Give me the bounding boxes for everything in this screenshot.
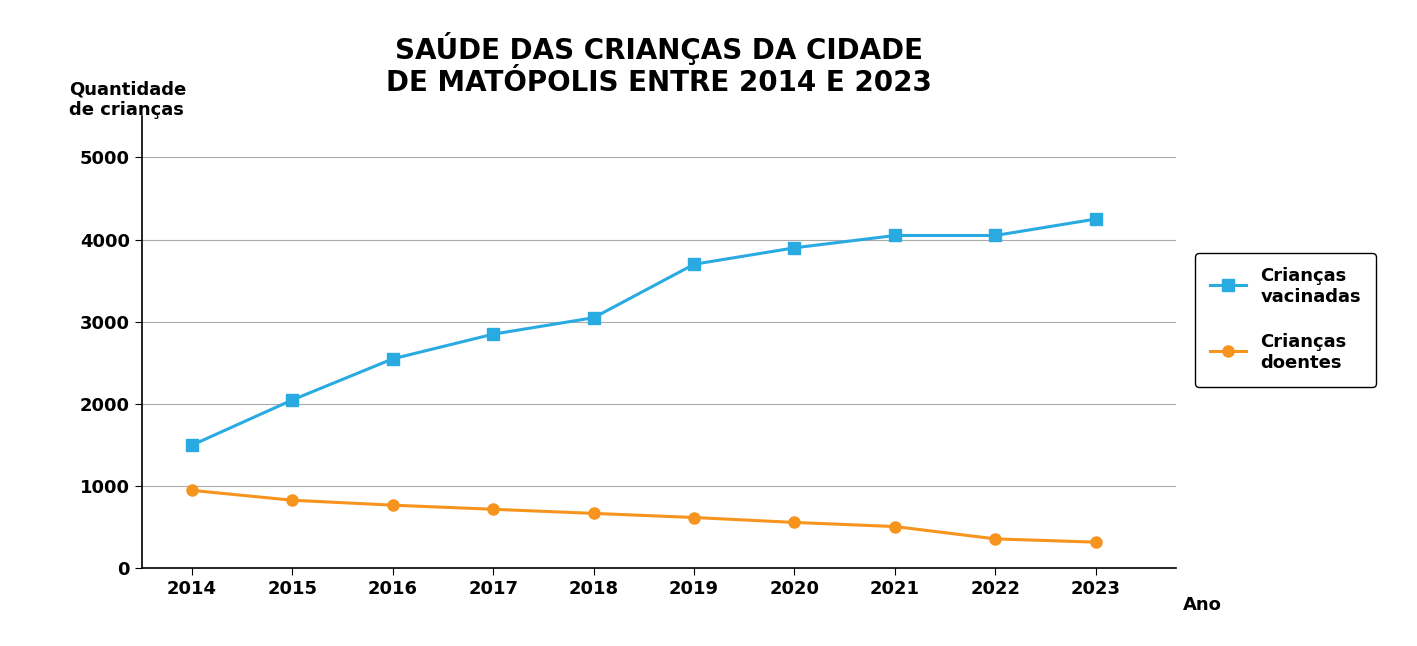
Crianças
vacinadas <box>887 232 904 240</box>
Crianças
vacinadas <box>485 330 502 338</box>
Crianças
vacinadas <box>384 355 401 362</box>
Crianças
doentes <box>485 505 502 513</box>
Crianças
vacinadas <box>1087 215 1104 223</box>
Crianças
doentes <box>183 486 200 494</box>
Crianças
doentes <box>786 519 803 526</box>
Crianças
doentes <box>283 496 300 504</box>
Crianças
doentes <box>585 510 602 517</box>
Crianças
doentes <box>887 523 904 530</box>
Text: Quantidade
de crianças: Quantidade de crianças <box>69 80 187 119</box>
Line: Crianças
doentes: Crianças doentes <box>187 484 1101 548</box>
Crianças
doentes <box>986 535 1003 543</box>
Line: Crianças
vacinadas: Crianças vacinadas <box>187 213 1101 451</box>
Legend: Crianças
vacinadas, Crianças
doentes: Crianças vacinadas, Crianças doentes <box>1196 253 1376 386</box>
Crianças
doentes <box>1087 538 1104 546</box>
Title: SAÚDE DAS CRIANÇAS DA CIDADE
DE MATÓPOLIS ENTRE 2014 E 2023: SAÚDE DAS CRIANÇAS DA CIDADE DE MATÓPOLI… <box>385 32 932 98</box>
Crianças
vacinadas <box>686 260 703 268</box>
Crianças
vacinadas <box>183 441 200 449</box>
Crianças
vacinadas <box>986 232 1003 240</box>
Text: Ano: Ano <box>1183 596 1221 614</box>
Crianças
vacinadas <box>283 396 300 404</box>
Crianças
vacinadas <box>585 314 602 322</box>
Crianças
doentes <box>384 501 401 509</box>
Crianças
vacinadas <box>786 244 803 252</box>
Crianças
doentes <box>686 514 703 521</box>
